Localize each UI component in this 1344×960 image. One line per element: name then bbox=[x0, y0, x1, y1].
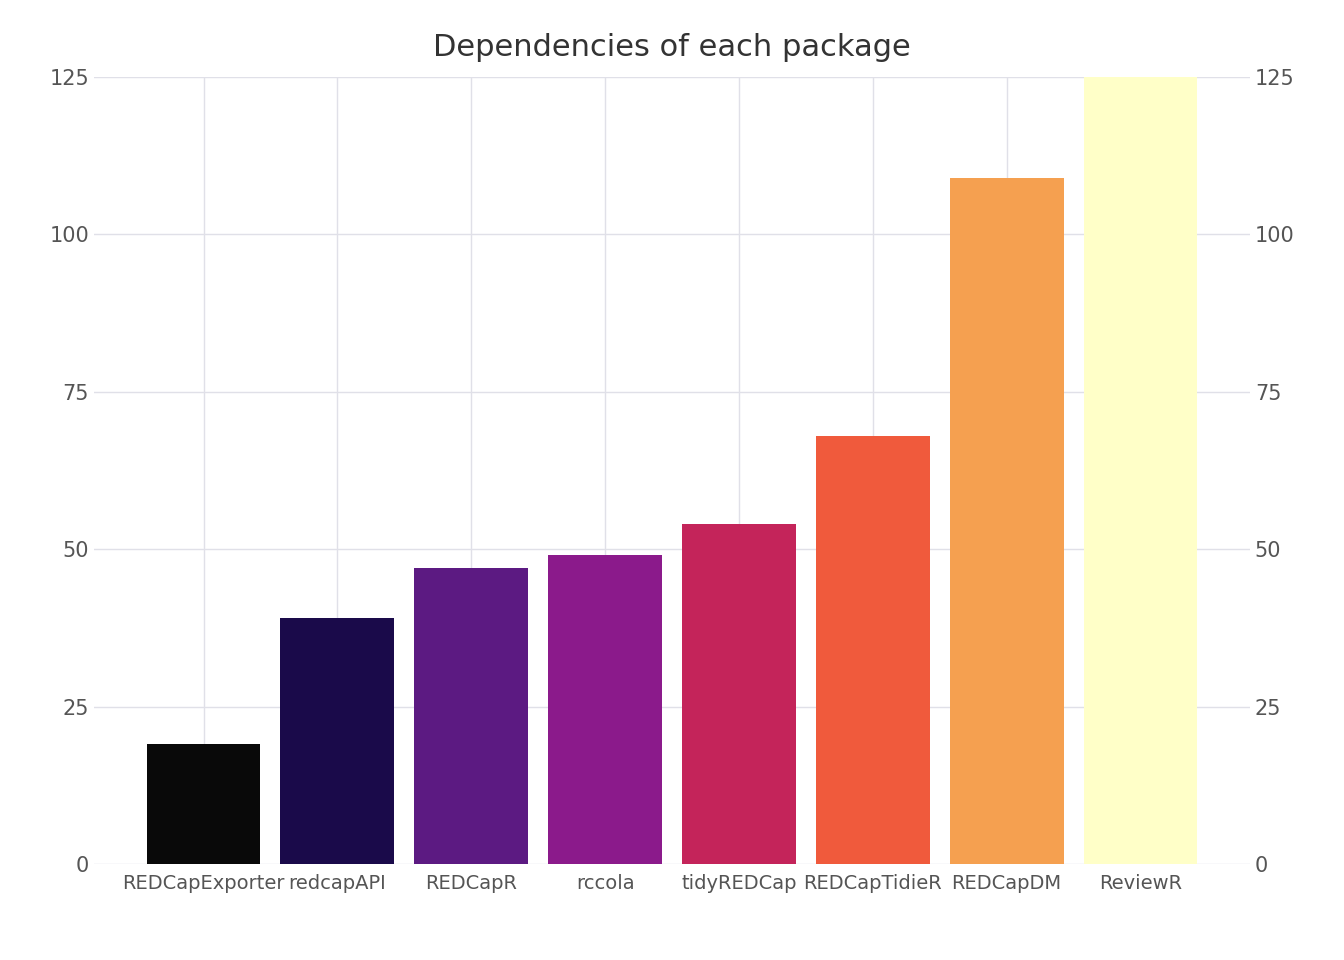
Bar bbox=[816, 436, 930, 864]
Bar bbox=[146, 744, 261, 864]
Bar bbox=[281, 618, 394, 864]
Title: Dependencies of each package: Dependencies of each package bbox=[433, 33, 911, 62]
Bar bbox=[414, 568, 528, 864]
Bar bbox=[548, 556, 663, 864]
Bar bbox=[681, 524, 796, 864]
Bar bbox=[950, 178, 1063, 864]
Bar bbox=[1083, 77, 1198, 864]
